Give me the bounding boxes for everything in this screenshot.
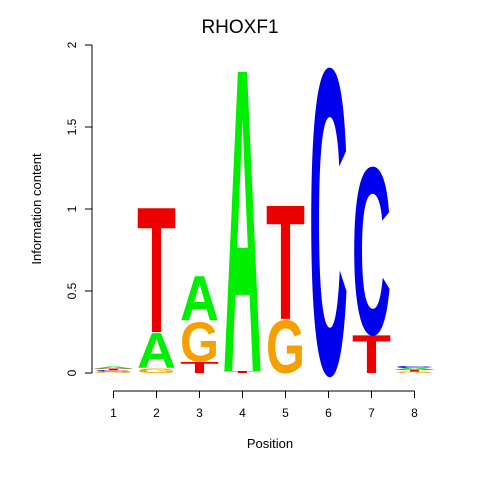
logo-letter-a: A [223, 0, 262, 464]
x-tick-label: 2 [153, 406, 160, 420]
x-tick-label: 8 [411, 406, 418, 420]
logo-letter-a: A [137, 324, 176, 380]
y-tick-label: 2 [65, 41, 79, 48]
logo-column: TA [223, 0, 263, 464]
logo-letter-g: G [180, 311, 219, 375]
y-tick-label: 1 [65, 205, 79, 212]
logo-letter-t: T [180, 359, 219, 377]
logo-column: GAT [137, 169, 176, 379]
logo-letter-c: C [352, 117, 391, 385]
logo-column: GT [266, 171, 305, 389]
logo-column: C [309, 0, 348, 467]
x-tick-label: 7 [368, 406, 375, 420]
x-axis: 1 2 3 4 5 6 7 8 [110, 390, 418, 420]
y-axis-label: Information content [29, 153, 44, 265]
logo-column: TGA [180, 263, 219, 376]
logo-letter-t: T [266, 171, 305, 354]
logo-letter-c: C [395, 365, 434, 368]
chart-title: RHOXF1 [201, 17, 278, 38]
y-axis: 0 0.5 1 1.5 2 [65, 41, 93, 376]
logo-letter-t: T [223, 371, 263, 374]
x-tick-label: 6 [325, 406, 332, 420]
y-tick-label: 1.5 [65, 118, 79, 135]
logo-letter-t: T [395, 369, 435, 372]
logo-letter-g: G [137, 367, 176, 375]
logo-letter-a: A [94, 366, 133, 369]
x-tick-label: 5 [282, 406, 289, 420]
logo-column: TC [352, 117, 391, 385]
logo-letter-t: T [137, 169, 176, 370]
x-tick-label: 4 [239, 406, 246, 420]
x-tick-label: 1 [110, 406, 117, 420]
logo-letter-c: C [94, 370, 133, 372]
logo-letter-g: G [266, 305, 305, 390]
logo-letter-a: A [180, 263, 219, 334]
logo-letter-t: T [94, 368, 134, 371]
y-tick-label: 0.5 [65, 282, 79, 299]
logo-letter-g: G [395, 371, 434, 373]
x-tick-label: 3 [196, 406, 203, 420]
logo-letter-c: C [309, 0, 348, 467]
logo-letter-t: T [352, 323, 391, 385]
x-axis-label: Position [247, 436, 293, 451]
logo-letter-a: A [395, 367, 434, 370]
y-tick-label: 0 [65, 369, 79, 376]
logo-letter-g: G [94, 371, 133, 373]
